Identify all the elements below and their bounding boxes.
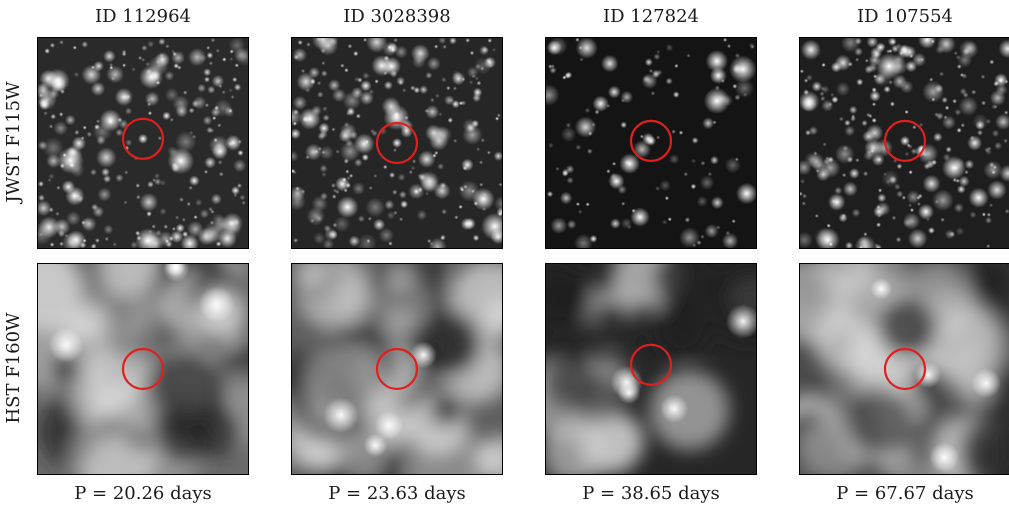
period-label-4: P = 67.67 days bbox=[836, 483, 974, 504]
hst-image-4 bbox=[800, 264, 1009, 474]
hst-panel-4 bbox=[799, 263, 1009, 475]
hst-panel-1 bbox=[37, 263, 249, 475]
jwst-image-1 bbox=[38, 38, 248, 248]
hst-panel-3 bbox=[545, 263, 757, 475]
jwst-image-4 bbox=[800, 38, 1009, 248]
jwst-panel-2 bbox=[291, 37, 503, 249]
period-label-2: P = 23.63 days bbox=[328, 483, 466, 504]
hst-image-1 bbox=[38, 264, 248, 474]
jwst-image-3 bbox=[546, 38, 756, 248]
jwst-panel-4 bbox=[799, 37, 1009, 249]
period-label-3: P = 38.65 days bbox=[582, 483, 720, 504]
column-title-2: ID 3028398 bbox=[343, 6, 451, 27]
period-label-1: P = 20.26 days bbox=[74, 483, 212, 504]
row-label-jwst: JWST F115W bbox=[3, 81, 24, 203]
jwst-image-2 bbox=[292, 38, 502, 248]
jwst-panel-1 bbox=[37, 37, 249, 249]
hst-panel-2 bbox=[291, 263, 503, 475]
hst-image-2 bbox=[292, 264, 502, 474]
column-title-4: ID 107554 bbox=[857, 6, 953, 27]
jwst-panel-3 bbox=[545, 37, 757, 249]
column-title-1: ID 112964 bbox=[95, 6, 191, 27]
column-title-3: ID 127824 bbox=[603, 6, 699, 27]
row-label-hst: HST F160W bbox=[3, 312, 24, 424]
hst-image-3 bbox=[546, 264, 756, 474]
